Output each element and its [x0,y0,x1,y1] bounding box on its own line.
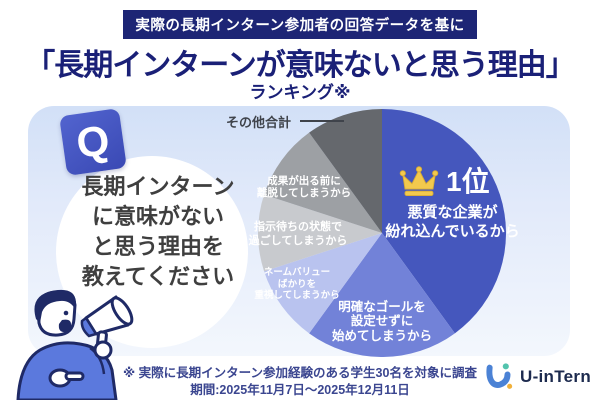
other-total-label: その他合計 [226,115,292,130]
header: 実際の長期インターン参加者の回答データを基に [0,10,600,39]
rank1-row: 1位 [398,166,490,198]
pie-chart [258,109,506,357]
pie-slice-5 [264,132,382,233]
slice-label-rank1: 悪質な企業が 紛れ込んでいるから [385,204,520,240]
rank1-badge: 1位 [446,166,490,197]
slice-label-seika: 成果が出る前に 離脱してしまうから [256,175,352,200]
pie-slice-3 [264,233,382,334]
slice-label-name-value: ネームバリュー ばかりを 重視してしまうから [254,267,340,302]
page-title: 「長期インターンが意味ないと思う理由」 [25,49,576,82]
logo-text: U-inTern [520,367,592,386]
question-line: に意味がない [91,203,224,229]
logo-mark-icon [486,363,513,389]
other-total-callout-line [300,120,344,122]
crown-icon [399,166,439,196]
slice-label-goal: 明確なゴールを 設定せずに 始めてしまうから [331,300,432,343]
header-banner: 実際の長期インターン参加者の回答データを基に [123,10,477,39]
person-megaphone-illustration [16,289,134,400]
pie-slice-6 [309,109,382,233]
pointing-hand [48,368,85,388]
page-subtitle: ランキング※ [249,83,351,102]
question-text: 長期インターン に意味がない と思う理由を 教えてください [63,172,253,292]
pie-slice-2 [309,233,455,357]
question-line: 教えてください [81,263,235,289]
megaphone-icon [80,295,134,360]
question-line: 長期インターン [81,174,235,199]
pie-slice-4 [258,194,382,272]
survey-period: 期間:2025年11月7日〜2025年12月11日 [190,383,410,397]
slice-label-shiji: 指示待ちの状態で 過ごしてしまうから [248,221,348,247]
question-line: と思う理由を [91,233,224,259]
survey-note: ※ 実際に長期インターン参加経験のある学生30名を対象に調査 [123,366,477,380]
brand-logo: U-inTern [478,360,596,394]
q-badge-icon: Q [59,108,127,176]
pie-slice-1 [382,109,506,334]
q-badge-letter: Q [73,115,113,168]
